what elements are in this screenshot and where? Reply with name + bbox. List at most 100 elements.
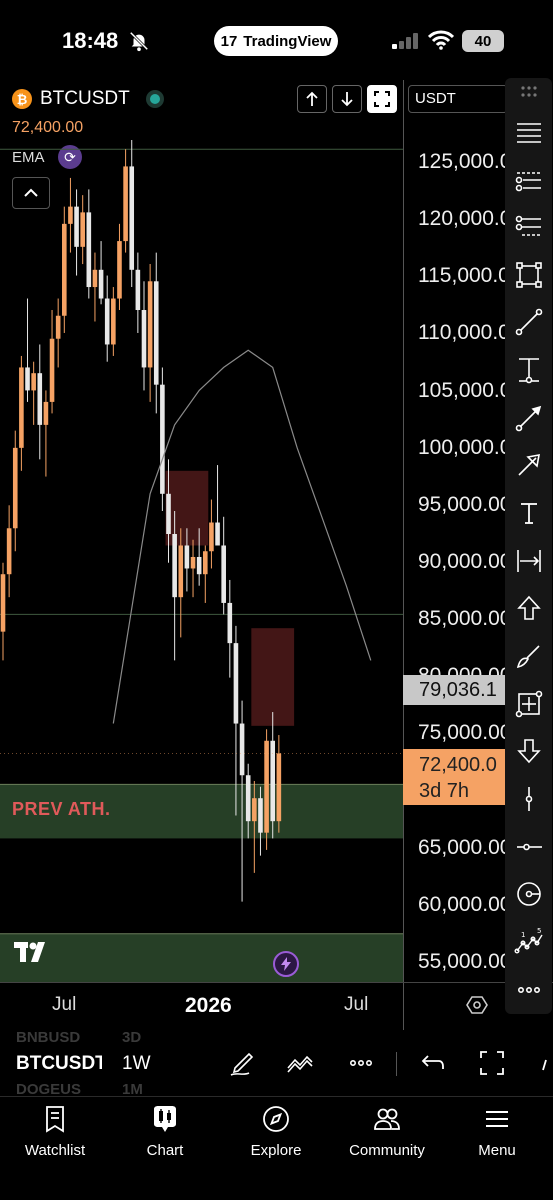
candle-body (202, 551, 208, 575)
horizontal-lines-tool[interactable] (505, 110, 552, 154)
candle-body (49, 338, 55, 402)
bell-off-icon (129, 31, 149, 52)
timeframe-selector[interactable]: 1W (122, 1053, 151, 1074)
drawing-pen-icon[interactable] (227, 1048, 257, 1078)
price-chart[interactable] (0, 140, 403, 982)
toolbar-grip[interactable] (505, 70, 552, 114)
bearish-candle (227, 579, 233, 678)
bullish-candle (209, 499, 214, 569)
fib-retracement-tool[interactable] (505, 158, 552, 202)
more-tools-button[interactable] (505, 968, 552, 1012)
bullish-candle (43, 390, 49, 477)
arrow-line-tool[interactable] (505, 396, 552, 440)
price-tick: 65,000.00 (418, 836, 506, 859)
price-tick: 75,000.00 (418, 721, 506, 744)
fullscreen-icon[interactable] (477, 1048, 507, 1078)
tradingview-pill[interactable]: 17 TradingView (214, 26, 338, 56)
chart-settings-icon[interactable] (466, 994, 488, 1016)
candle-body (233, 643, 239, 724)
candle-body (43, 401, 49, 425)
candle-body (264, 740, 269, 833)
symbol-selector[interactable]: BTCUSDT (16, 1053, 102, 1074)
rectangle-tool[interactable] (505, 253, 552, 297)
scroll-down-button[interactable] (332, 85, 362, 113)
candle-body (135, 269, 141, 311)
candle-body (68, 206, 73, 224)
chart-symbol[interactable]: BTCUSDT (40, 88, 130, 109)
nav-separator (0, 1096, 553, 1097)
arrow-tool[interactable] (505, 443, 552, 487)
candle-body (141, 310, 147, 368)
date-range-tool[interactable] (505, 539, 552, 583)
bearish-candle (141, 281, 147, 391)
nav-chart-label: Chart (146, 1142, 184, 1159)
bullish-candle (62, 206, 67, 333)
nav-menu[interactable]: Menu (442, 1104, 552, 1164)
vertical-measure-tool[interactable] (505, 348, 552, 392)
candle-body (209, 522, 214, 552)
arrow-line-icon (515, 405, 541, 432)
brush-icon (516, 645, 540, 669)
candle-body (190, 556, 196, 569)
battery-indicator: 40 (462, 30, 504, 52)
ema-indicator-label[interactable]: EMA (12, 149, 45, 166)
bullish-candle (117, 223, 122, 311)
time-tick: Jul (344, 994, 369, 1015)
more-options-icon[interactable] (346, 1048, 376, 1078)
long-position-tool[interactable] (505, 586, 552, 630)
scroll-up-button[interactable] (297, 85, 327, 113)
fullscreen-toggle-button[interactable] (367, 85, 397, 113)
prev-ath-zone-label: PREV ATH. (12, 799, 111, 819)
vertical-line-tool[interactable] (505, 777, 552, 821)
header-last-price: 72,400.00 (12, 119, 84, 136)
nav-explore[interactable]: Explore (221, 1104, 331, 1164)
redo-partial-icon[interactable] (534, 1048, 553, 1078)
candle-body (12, 447, 18, 529)
nav-chart[interactable]: Chart (110, 1104, 220, 1164)
time-tick: Jul (52, 994, 77, 1015)
circle-tool[interactable] (505, 872, 552, 916)
candle-body (252, 798, 257, 822)
pitchfork-tool[interactable] (505, 205, 552, 249)
nav-community[interactable]: Community (332, 1104, 442, 1164)
indicators-icon[interactable] (285, 1048, 315, 1078)
candle-body (117, 241, 122, 299)
bearish-candle (25, 298, 30, 402)
nav-watchlist[interactable]: Watchlist (0, 1104, 110, 1164)
candle-body (104, 298, 110, 345)
bullish-candle (123, 149, 128, 253)
short-position-tool[interactable] (505, 729, 552, 773)
pitchfork-icon (515, 215, 541, 236)
candle-body (178, 545, 184, 598)
horizontal-ray-tool[interactable] (505, 825, 552, 869)
candle-body (184, 545, 190, 569)
wifi-icon (428, 30, 454, 50)
text-tool[interactable] (505, 491, 552, 535)
bullish-candle (80, 195, 85, 265)
nav-watchlist-label: Watchlist (24, 1142, 86, 1159)
bullish-candle (147, 264, 153, 402)
undo-icon[interactable] (417, 1048, 447, 1078)
collapse-legend-button[interactable] (12, 177, 50, 209)
tradingview-logo-icon: 17 (220, 32, 238, 50)
circle-icon (516, 882, 541, 906)
bearish-candle (74, 189, 79, 276)
ghost-timeframe-above: 3D (122, 1029, 142, 1046)
text-icon (520, 503, 537, 524)
price-tick: 110,000.00 (418, 321, 506, 344)
lightning-icon[interactable] (273, 951, 299, 977)
brush-tool[interactable] (505, 634, 552, 678)
bullish-candle (111, 287, 116, 356)
horizontal-ray-icon (516, 843, 542, 851)
bearish-candle (98, 241, 104, 305)
bitcoin-icon: ₿ (12, 89, 32, 109)
nav-explore-label: Explore (250, 1142, 302, 1159)
grip-dots-icon (520, 86, 537, 97)
chart-candles-icon (154, 1106, 176, 1132)
projection-tool[interactable] (505, 682, 552, 726)
trend-line-tool[interactable] (505, 300, 552, 344)
price-tick: 90,000.00 (418, 550, 506, 573)
currency-selector[interactable]: USDT (408, 85, 508, 113)
ghost-symbol-above: BNBUSD (16, 1029, 81, 1046)
